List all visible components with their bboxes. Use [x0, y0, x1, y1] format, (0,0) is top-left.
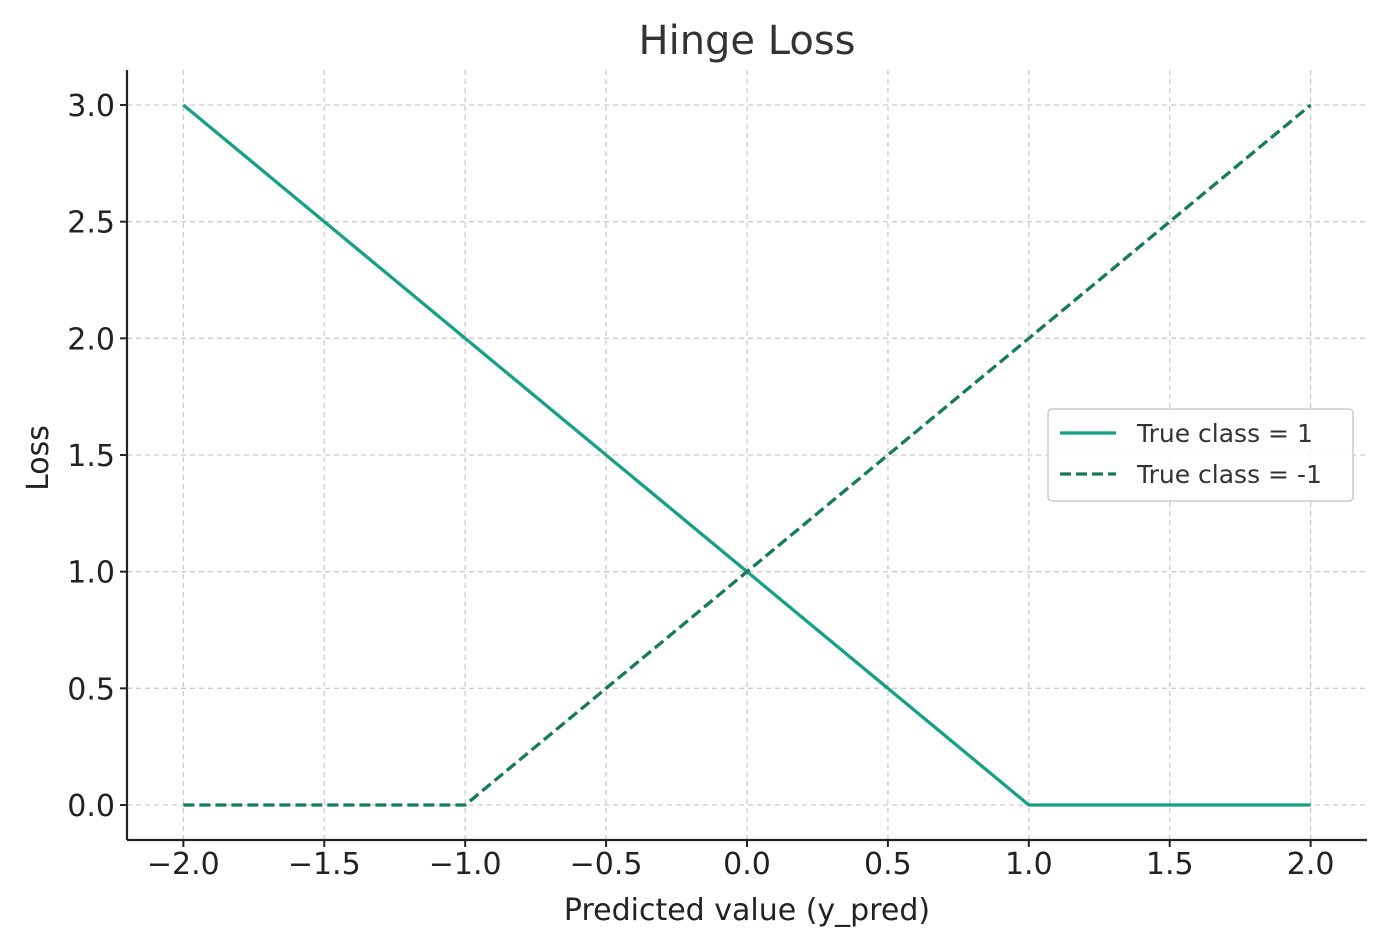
- y-tick-label-2-5: 2.5: [67, 206, 115, 241]
- x-tick-label-minusminus-2-0: −2.0: [147, 847, 220, 882]
- x-axis-label: Predicted value (y_pred): [564, 893, 930, 928]
- legend: True class = 1 True class = -1: [1047, 408, 1354, 502]
- grid: [127, 70, 1367, 840]
- y-tick-label-0-0: 0.0: [67, 789, 115, 824]
- y-tick-label-0-5: 0.5: [67, 672, 115, 707]
- chart-title: Hinge Loss: [639, 18, 856, 64]
- y-tick-label-1-0: 1.0: [67, 556, 115, 591]
- ticks: −2.0 −1.5 −1.0 −0.5 0.0 0.5 1.0 1.5 2.0 0.0 0.5 1.0…: [67, 89, 1334, 882]
- x-tick-label-minusminus-0-5: −0.5: [570, 847, 643, 882]
- series-line-true-class-minus-1: [183, 103, 1312, 807]
- x-tick-label-0-5: 0.5: [864, 847, 912, 882]
- series-line-true-class-1: [182, 103, 1311, 807]
- legend-label-true-class-minus-1: True class = -1: [1136, 460, 1322, 489]
- x-tick-label-1-5: 1.5: [1146, 847, 1194, 882]
- y-tick-label-3-0: 3.0: [67, 89, 115, 124]
- x-tick-label-0-0: 0.0: [723, 847, 771, 882]
- x-tick-label-minusminus-1-0: −1.0: [429, 847, 502, 882]
- legend-label-true-class-1: True class = 1: [1136, 419, 1313, 448]
- y-tick-label-1-5: 1.5: [67, 439, 115, 474]
- x-tick-label-1-0: 1.0: [1005, 847, 1053, 882]
- y-tick-label-2-0: 2.0: [67, 322, 115, 357]
- y-axis-label: Loss: [21, 425, 56, 491]
- x-tick-label-minusminus-1-5: −1.5: [288, 847, 361, 882]
- x-tick-label-2-0: 2.0: [1287, 847, 1335, 882]
- series-lines: [182, 103, 1312, 807]
- legend-box: [1047, 408, 1354, 502]
